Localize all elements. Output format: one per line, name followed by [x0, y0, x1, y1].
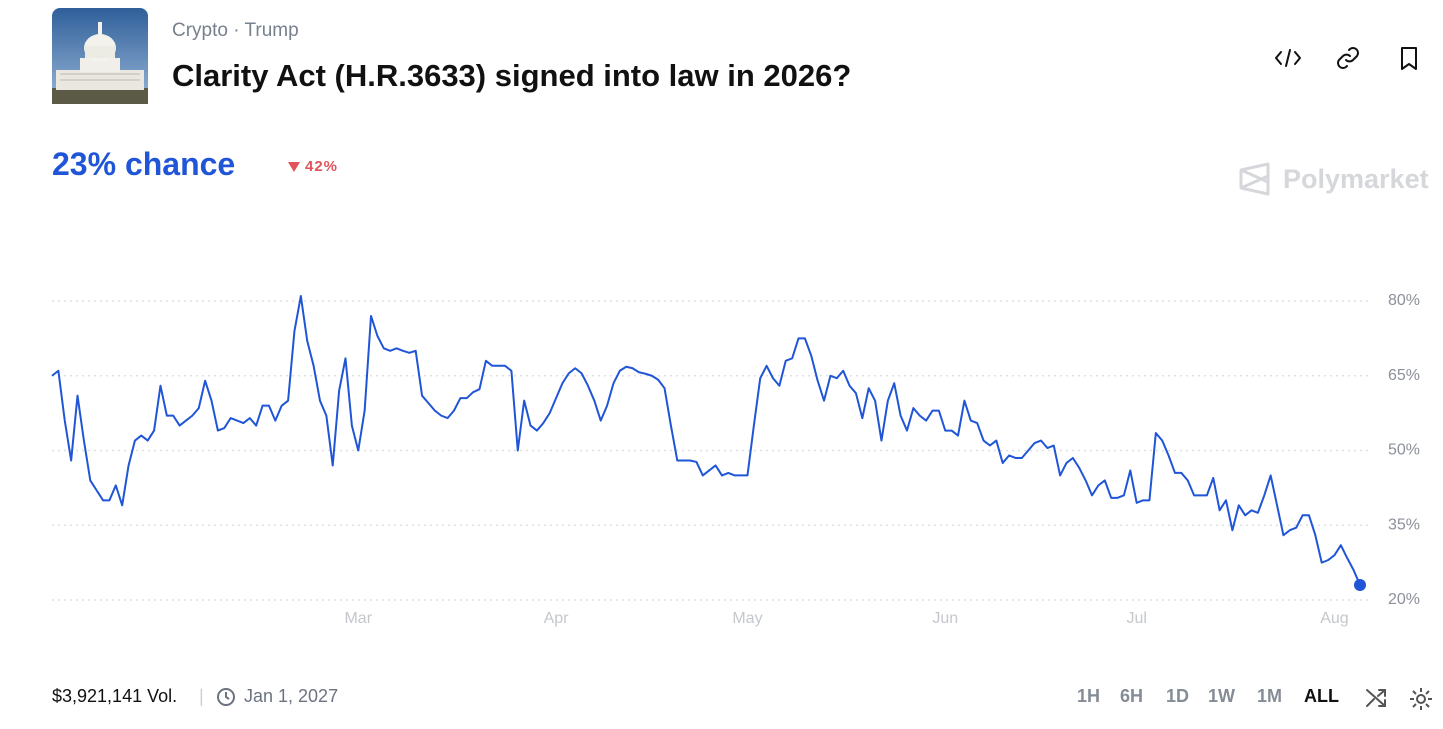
y-tick-label: 80% [1388, 292, 1420, 309]
price-line [51, 295, 1361, 586]
x-tick-label: Mar [344, 610, 372, 627]
range-button[interactable]: 1W [1208, 686, 1235, 706]
clock-icon [217, 688, 235, 706]
x-tick-label: Apr [544, 610, 570, 627]
chance-change: 42% [305, 158, 339, 175]
category-link[interactable]: Crypto [172, 20, 228, 41]
embed-button[interactable] [1275, 49, 1301, 67]
settings-button[interactable] [1408, 686, 1434, 712]
brand-watermark: Polymarket [1283, 164, 1429, 194]
breadcrumb: Crypto · Trump [172, 20, 299, 41]
separator: | [199, 686, 204, 706]
range-button[interactable]: 6H [1120, 686, 1144, 706]
y-tick-label: 35% [1388, 516, 1420, 533]
category-link[interactable]: Trump [244, 20, 299, 41]
market-title: Clarity Act (H.R.3633) signed into law i… [172, 58, 852, 93]
range-button[interactable]: 1M [1257, 686, 1283, 706]
x-tick-label: Jun [932, 610, 958, 627]
y-tick-label: 20% [1388, 591, 1420, 608]
down-arrow [288, 162, 300, 172]
shuffle-button[interactable] [1364, 686, 1388, 710]
current-point [1354, 579, 1366, 592]
x-tick-label: Aug [1320, 610, 1348, 627]
chart: 20% 35% 50% 65% 80% Mar Apr May Jun Jul Aug [51, 292, 1420, 627]
brand-logo [1239, 162, 1270, 196]
header-actions [1275, 47, 1417, 70]
y-tick-label: 65% [1388, 367, 1420, 384]
bookmark-button[interactable] [1401, 47, 1417, 70]
volume: $3,921,141 Vol. [52, 686, 178, 706]
x-tick-label: Jul [1126, 610, 1146, 627]
x-tick-label: May [732, 610, 762, 627]
range-button[interactable]: 1H [1077, 686, 1101, 706]
range-button[interactable]: ALL [1304, 686, 1339, 706]
copy-link-button[interactable] [1337, 47, 1359, 69]
end-date: Jan 1, 2027 [244, 686, 339, 706]
chance-value: 23% chance [52, 146, 236, 182]
market-thumbnail [52, 8, 148, 104]
range-button[interactable]: 1D [1166, 686, 1190, 706]
y-tick-label: 50% [1388, 442, 1420, 459]
